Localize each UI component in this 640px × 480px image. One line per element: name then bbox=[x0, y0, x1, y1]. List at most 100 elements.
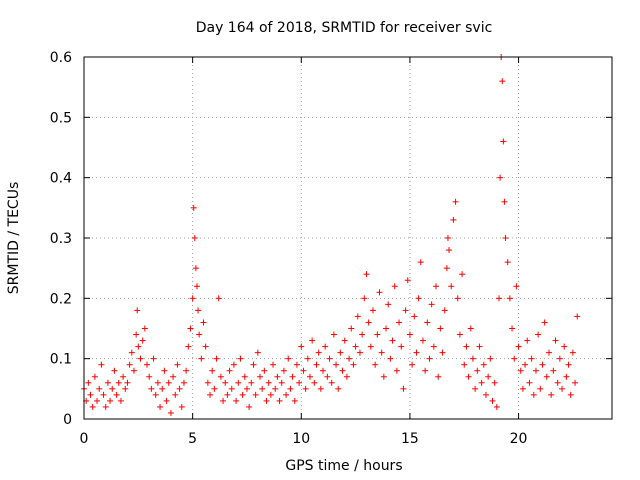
y-tick-label: 0.6 bbox=[50, 50, 72, 66]
data-point bbox=[122, 385, 129, 392]
data-point bbox=[352, 343, 359, 350]
data-point bbox=[422, 367, 429, 374]
data-point bbox=[411, 313, 418, 320]
data-point bbox=[343, 373, 350, 380]
data-point bbox=[87, 391, 94, 398]
data-point bbox=[237, 355, 244, 362]
data-point bbox=[354, 313, 361, 320]
data-point bbox=[174, 361, 181, 368]
x-tick-label: 0 bbox=[80, 431, 89, 447]
data-point bbox=[482, 391, 489, 398]
axis-ticks: 0 5 10 15 20 0 0.1 0.2 0.3 0.4 0.5 0.6 bbox=[50, 50, 612, 447]
data-point bbox=[278, 379, 285, 386]
data-point bbox=[165, 379, 172, 386]
data-point bbox=[480, 361, 487, 368]
y-tick-label: 0.4 bbox=[50, 171, 72, 187]
data-point bbox=[196, 331, 203, 338]
data-point bbox=[192, 265, 199, 272]
data-point bbox=[337, 349, 344, 356]
data-point bbox=[144, 361, 151, 368]
data-point bbox=[465, 373, 472, 380]
data-point bbox=[339, 367, 346, 374]
data-point bbox=[98, 361, 105, 368]
data-point bbox=[243, 385, 250, 392]
data-point bbox=[328, 379, 335, 386]
data-point bbox=[133, 331, 140, 338]
data-point bbox=[361, 295, 368, 302]
data-point bbox=[330, 331, 337, 338]
data-point bbox=[530, 391, 537, 398]
data-point bbox=[185, 343, 192, 350]
data-point bbox=[569, 349, 576, 356]
data-point bbox=[190, 204, 197, 211]
data-point bbox=[501, 198, 508, 205]
data-point bbox=[574, 313, 581, 320]
data-point bbox=[426, 355, 433, 362]
data-point bbox=[450, 216, 457, 223]
data-point bbox=[572, 379, 579, 386]
data-point bbox=[548, 391, 555, 398]
data-point bbox=[189, 295, 196, 302]
data-point bbox=[476, 343, 483, 350]
data-point bbox=[413, 349, 420, 356]
data-point bbox=[356, 349, 363, 356]
data-point bbox=[554, 379, 561, 386]
data-point bbox=[254, 349, 261, 356]
data-point bbox=[398, 343, 405, 350]
data-point bbox=[222, 379, 229, 386]
data-point bbox=[528, 355, 535, 362]
data-point bbox=[511, 355, 518, 362]
data-point bbox=[524, 337, 531, 344]
data-point bbox=[272, 385, 279, 392]
data-point bbox=[252, 391, 259, 398]
data-point bbox=[178, 403, 185, 410]
data-point bbox=[469, 355, 476, 362]
y-tick-label: 0.3 bbox=[50, 231, 72, 247]
data-point bbox=[567, 391, 574, 398]
data-point bbox=[170, 373, 177, 380]
data-point bbox=[257, 373, 263, 380]
chart-title: Day 164 of 2018, SRMTID for receiver svi… bbox=[196, 20, 493, 36]
data-point bbox=[230, 361, 237, 368]
data-point bbox=[363, 271, 370, 278]
data-point bbox=[563, 373, 570, 380]
data-point bbox=[335, 385, 342, 392]
data-point bbox=[454, 295, 461, 302]
grid-lines bbox=[84, 57, 612, 419]
data-point bbox=[493, 403, 500, 410]
data-point bbox=[198, 355, 205, 362]
y-tick-label: 0 bbox=[63, 412, 72, 428]
data-point bbox=[96, 385, 103, 392]
data-point bbox=[152, 391, 159, 398]
data-point bbox=[200, 319, 207, 326]
data-point bbox=[141, 325, 148, 332]
data-point bbox=[552, 337, 559, 344]
data-point bbox=[150, 355, 157, 362]
data-point bbox=[515, 343, 522, 350]
data-point bbox=[385, 301, 392, 308]
data-point bbox=[400, 385, 407, 392]
data-point bbox=[172, 391, 179, 398]
data-point bbox=[180, 379, 187, 386]
data-point bbox=[306, 373, 313, 380]
data-point bbox=[241, 373, 248, 380]
data-point bbox=[526, 379, 533, 386]
data-point bbox=[487, 355, 494, 362]
data-point bbox=[491, 379, 498, 386]
data-point bbox=[220, 397, 227, 404]
data-point bbox=[387, 355, 394, 362]
data-point bbox=[128, 349, 135, 356]
data-point bbox=[291, 397, 298, 404]
data-point bbox=[519, 385, 526, 392]
data-point bbox=[383, 325, 390, 332]
data-point bbox=[517, 367, 524, 374]
data-point bbox=[433, 283, 439, 290]
data-point bbox=[341, 337, 348, 344]
data-point bbox=[233, 397, 240, 404]
data-point bbox=[417, 259, 424, 266]
data-point bbox=[322, 343, 329, 350]
data-point bbox=[380, 373, 387, 380]
data-point bbox=[293, 361, 300, 368]
data-point bbox=[183, 367, 190, 374]
y-tick-label: 0.5 bbox=[50, 110, 72, 126]
